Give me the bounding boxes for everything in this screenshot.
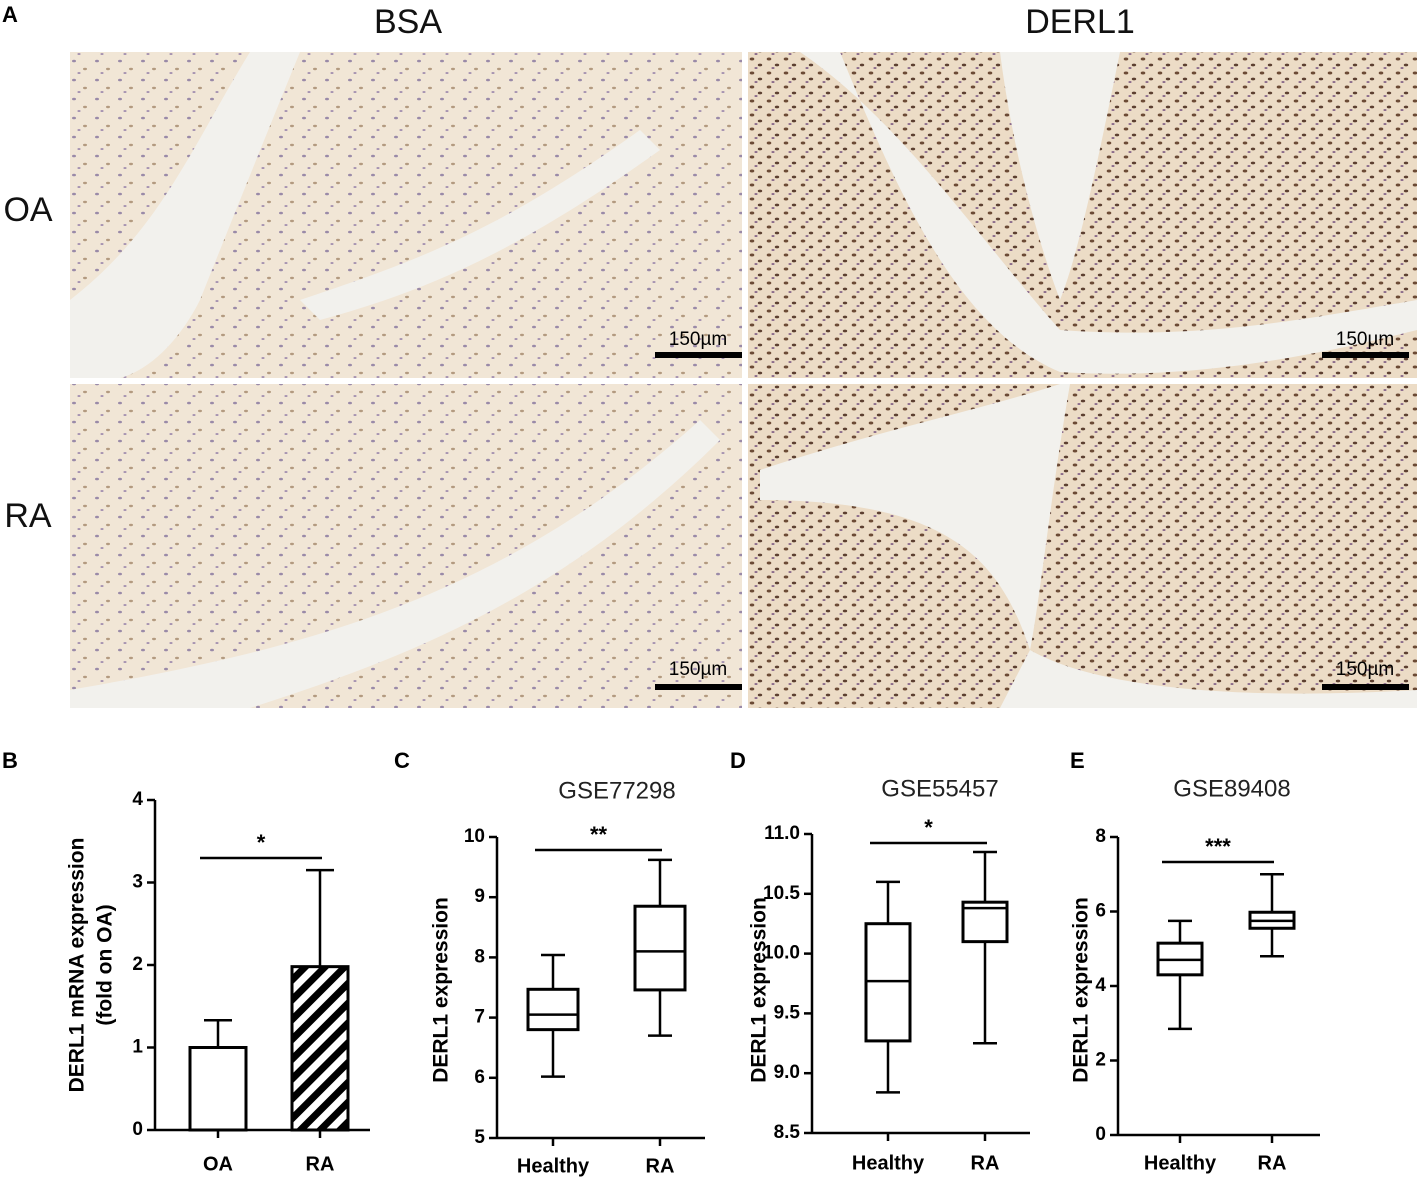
y-tick-label: 4	[1095, 975, 1106, 996]
significance-label: **	[590, 822, 608, 847]
y-tick-label: 10	[464, 826, 485, 847]
y-tick-label: 7	[474, 1007, 485, 1028]
scale-bar-label: 150µm	[669, 659, 727, 680]
y-tick-label: 8.5	[774, 1122, 801, 1143]
panel-label: E	[1070, 748, 1085, 773]
x-tick-label: OA	[203, 1153, 233, 1175]
y-tick-label: 5	[474, 1127, 485, 1148]
y-tick-label: 10.5	[763, 883, 800, 904]
panel-label: A	[2, 2, 18, 27]
x-tick-label: Healthy	[852, 1152, 925, 1174]
chart-title: GSE89408	[1173, 775, 1290, 802]
panel-label: C	[394, 748, 410, 773]
micrograph	[70, 52, 742, 378]
y-tick-label: 2	[132, 954, 143, 975]
micrograph	[748, 52, 1417, 378]
x-tick-label: RA	[646, 1155, 675, 1177]
micrograph	[748, 384, 1417, 708]
scale-bar-label: 150µm	[669, 329, 727, 350]
y-tick-label: 0	[132, 1119, 143, 1140]
row-header: RA	[4, 497, 52, 535]
column-header: DERL1	[1025, 3, 1135, 41]
y-tick-label: 0	[1095, 1124, 1106, 1145]
y-axis-label: DERL1 expression	[430, 897, 453, 1083]
column-header: BSA	[374, 3, 442, 41]
x-tick-label: Healthy	[517, 1155, 590, 1177]
panel-label: D	[730, 748, 746, 773]
y-tick-label: 3	[132, 872, 143, 893]
y-tick-label: 9.0	[774, 1062, 800, 1083]
y-axis-label: DERL1 mRNA expression	[66, 838, 89, 1093]
x-tick-label: Healthy	[1144, 1152, 1217, 1174]
y-tick-label: 2	[1095, 1050, 1106, 1071]
bar	[290, 965, 350, 1132]
y-tick-label: 11.0	[764, 823, 800, 844]
y-tick-label: 8	[474, 946, 485, 967]
y-axis-label: DERL1 expression	[748, 897, 771, 1083]
y-axis-label: DERL1 expression	[1070, 897, 1093, 1083]
panel-label: B	[2, 748, 18, 773]
significance-label: ***	[1205, 834, 1231, 859]
y-tick-label: 1	[132, 1037, 143, 1058]
chart-title: GSE77298	[558, 777, 675, 804]
scale-bar-label: 150µm	[1336, 329, 1394, 350]
chart-title: GSE55457	[881, 775, 998, 802]
y-tick-label: 10.0	[763, 943, 800, 964]
box	[526, 987, 580, 1032]
y-tick-label: 6	[474, 1067, 485, 1088]
scale-bar-label: 150µm	[1336, 659, 1394, 680]
scale-bar: 150µm 150µm 150µm 150µm	[655, 329, 1409, 690]
y-tick-label: 4	[132, 789, 143, 810]
micrograph	[70, 384, 742, 708]
significance-label: *	[924, 815, 933, 840]
y-tick-label: 8	[1095, 826, 1106, 847]
row-header: OA	[3, 191, 52, 229]
y-tick-label: 6	[1095, 901, 1106, 922]
significance-label: *	[257, 830, 266, 855]
y-tick-label: 9	[474, 886, 485, 907]
bar	[188, 1046, 248, 1132]
box	[633, 904, 687, 992]
y-tick-label: 9.5	[774, 1002, 801, 1023]
x-tick-label: RA	[971, 1152, 1000, 1174]
x-tick-label: RA	[306, 1153, 335, 1175]
y-axis-label: (fold on OA)	[94, 904, 117, 1025]
x-tick-label: RA	[1258, 1152, 1287, 1174]
